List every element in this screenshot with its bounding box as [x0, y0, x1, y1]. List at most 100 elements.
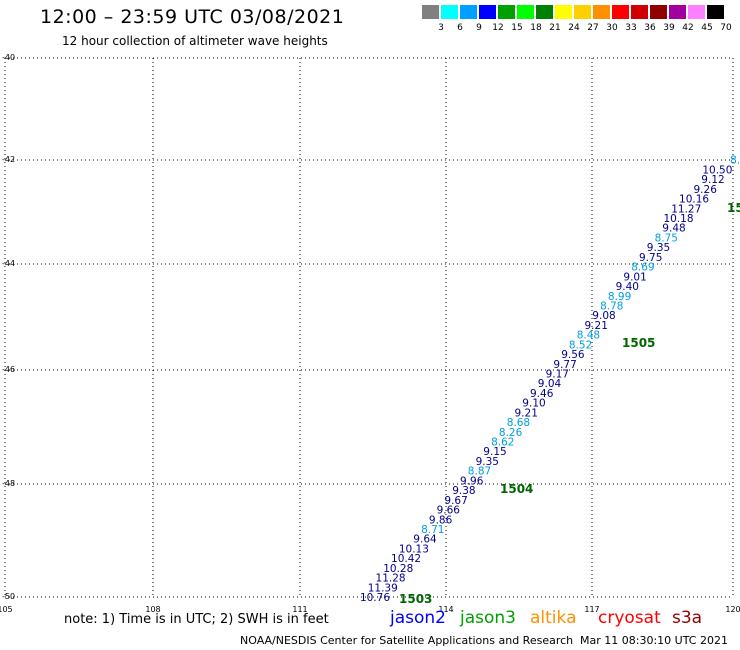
wave-height-value: 9.66: [437, 505, 461, 517]
satellite-legend-s3a: s3a: [672, 608, 703, 628]
wave-height-value: 8.78: [600, 301, 623, 313]
orbit-number: 1504: [500, 482, 533, 496]
wave-height-value: 9.38: [452, 485, 475, 497]
colorbar-tick: 33: [625, 23, 637, 33]
longitude-label: 108: [145, 605, 161, 614]
longitude-label: 105: [0, 605, 13, 614]
colorbar-tick: 27: [587, 23, 599, 33]
colorbar-tick: 30: [606, 23, 618, 33]
wave-height-value: 8.71: [421, 524, 444, 536]
latitude-label: -48: [2, 479, 16, 488]
wave-height-value: 10.42: [391, 553, 421, 565]
latitude-label: -46: [2, 365, 16, 374]
longitude-label: 111: [292, 605, 308, 614]
wave-height-value: 10.50: [702, 164, 732, 176]
wave-height-value: 9.21: [585, 320, 608, 332]
orbit-labels: 15 1505 1504 1503: [399, 201, 740, 606]
colorbar-tick: 45: [701, 23, 713, 33]
latitude-label: -40: [2, 53, 16, 62]
colorbar-swatch: [631, 5, 648, 19]
wave-height-value: 8.52: [569, 339, 592, 351]
wave-height-value: 9.08: [592, 310, 615, 322]
latitude-label: -50: [2, 592, 16, 601]
wave-height-value: 8.48: [577, 330, 600, 342]
wave-height-value: 10.28: [383, 563, 413, 575]
colorbar-tick: 9: [476, 23, 482, 33]
satellite-legend-jason3: jason3: [460, 608, 516, 628]
wave-height-value: 8.87: [468, 466, 491, 478]
wave-height-value: 9.26: [694, 184, 718, 196]
wave-height-value: 11.39: [368, 582, 398, 594]
wave-height-value: 9.77: [553, 359, 576, 371]
colorbar-swatch: [479, 5, 496, 19]
timestamp: Mar 11 08:30:10 UTC 2021: [580, 634, 728, 647]
latitude-label: -44: [2, 259, 16, 268]
wave-height-value: 9.40: [616, 281, 639, 293]
wave-height-value: 9.01: [623, 271, 646, 283]
wave-height-value: 9.35: [476, 456, 499, 468]
page-subtitle: 12 hour collection of altimeter wave hei…: [62, 34, 328, 48]
wave-height-value: 9.12: [701, 174, 724, 186]
colorbar-swatch: [460, 5, 477, 19]
colorbar-swatch: [707, 5, 724, 19]
longitude-label: 117: [584, 605, 600, 614]
colorbar-tick: 15: [511, 23, 523, 33]
wave-height-value: 9.64: [413, 534, 437, 546]
colorbar-swatch: [441, 5, 458, 19]
wave-height-value: 8.68: [507, 417, 530, 429]
wave-height-value: 9.56: [561, 349, 585, 361]
wave-height-value: 9.10: [522, 398, 545, 410]
wave-height-value: 9.86: [429, 514, 453, 526]
wave-height-value: 9.75: [639, 252, 662, 264]
colorbar-tick: 70: [720, 23, 732, 33]
colorbar-tick: 6: [457, 23, 463, 33]
colorbar-swatch: [612, 5, 629, 19]
map-grid: [4, 57, 734, 598]
colorbar-swatch: [517, 5, 534, 19]
colorbar-tick: 18: [530, 23, 542, 33]
wave-height-value: 9.04: [538, 378, 562, 390]
orbit-number: 1503: [399, 592, 432, 606]
wave-height-value: 8.75: [655, 233, 678, 245]
colorbar-swatch: [555, 5, 572, 19]
wave-height-value: 10.76: [360, 592, 390, 604]
wave-height-value: 10.18: [663, 213, 693, 225]
orbit-number: 15: [727, 201, 740, 215]
colorbar-swatch: [688, 5, 705, 19]
wave-height-value: 10.16: [679, 194, 709, 206]
colorbar-swatch: [650, 5, 667, 19]
wave-height-value: 8.69: [631, 262, 654, 274]
colorbar-swatch: [422, 5, 439, 19]
colorbar-swatch: [669, 5, 686, 19]
colorbar-tick: 39: [663, 23, 675, 33]
colorbar-swatch: [574, 5, 591, 19]
wave-height-value: 10.13: [399, 543, 429, 555]
wave-height-value: 8.62: [491, 437, 514, 449]
colorbar-tick: 24: [568, 23, 580, 33]
colorbar-swatch: [593, 5, 610, 19]
colorbar-swatch: [498, 5, 515, 19]
units-note: note: 1) Time is in UTC; 2) SWH is in fe…: [64, 612, 329, 627]
colorbar-tick: 42: [682, 23, 694, 33]
colorbar-tick: 36: [644, 23, 656, 33]
satellite-legend-jason2: jason2: [390, 608, 446, 628]
orbit-number: 1505: [622, 336, 655, 350]
longitude-label: 114: [438, 605, 454, 614]
credit-text: NOAA/NESDIS Center for Satellite Applica…: [240, 634, 574, 647]
latitude-label: -42: [2, 155, 16, 164]
wave-height-value: 9.46: [530, 388, 554, 400]
wave-height-value: 9.17: [546, 369, 569, 381]
wave-height-points: 98.10.509.129.2610.1611.2710.189.488.759…: [360, 155, 740, 604]
wave-height-value: 9.35: [647, 242, 670, 254]
colorbar-swatch: [536, 5, 553, 19]
wave-height-value: 9.67: [444, 495, 467, 507]
wave-height-value: 8.: [730, 155, 740, 167]
wave-height-value: 11.27: [671, 203, 701, 215]
wave-height-value: 11.28: [376, 573, 406, 585]
longitude-label: 120: [725, 605, 740, 614]
wave-height-value: 9.21: [515, 407, 538, 419]
wave-height-value: 9.48: [662, 223, 685, 235]
colorbar-tick: 3: [438, 23, 444, 33]
wave-height-value: 9.15: [483, 446, 506, 458]
